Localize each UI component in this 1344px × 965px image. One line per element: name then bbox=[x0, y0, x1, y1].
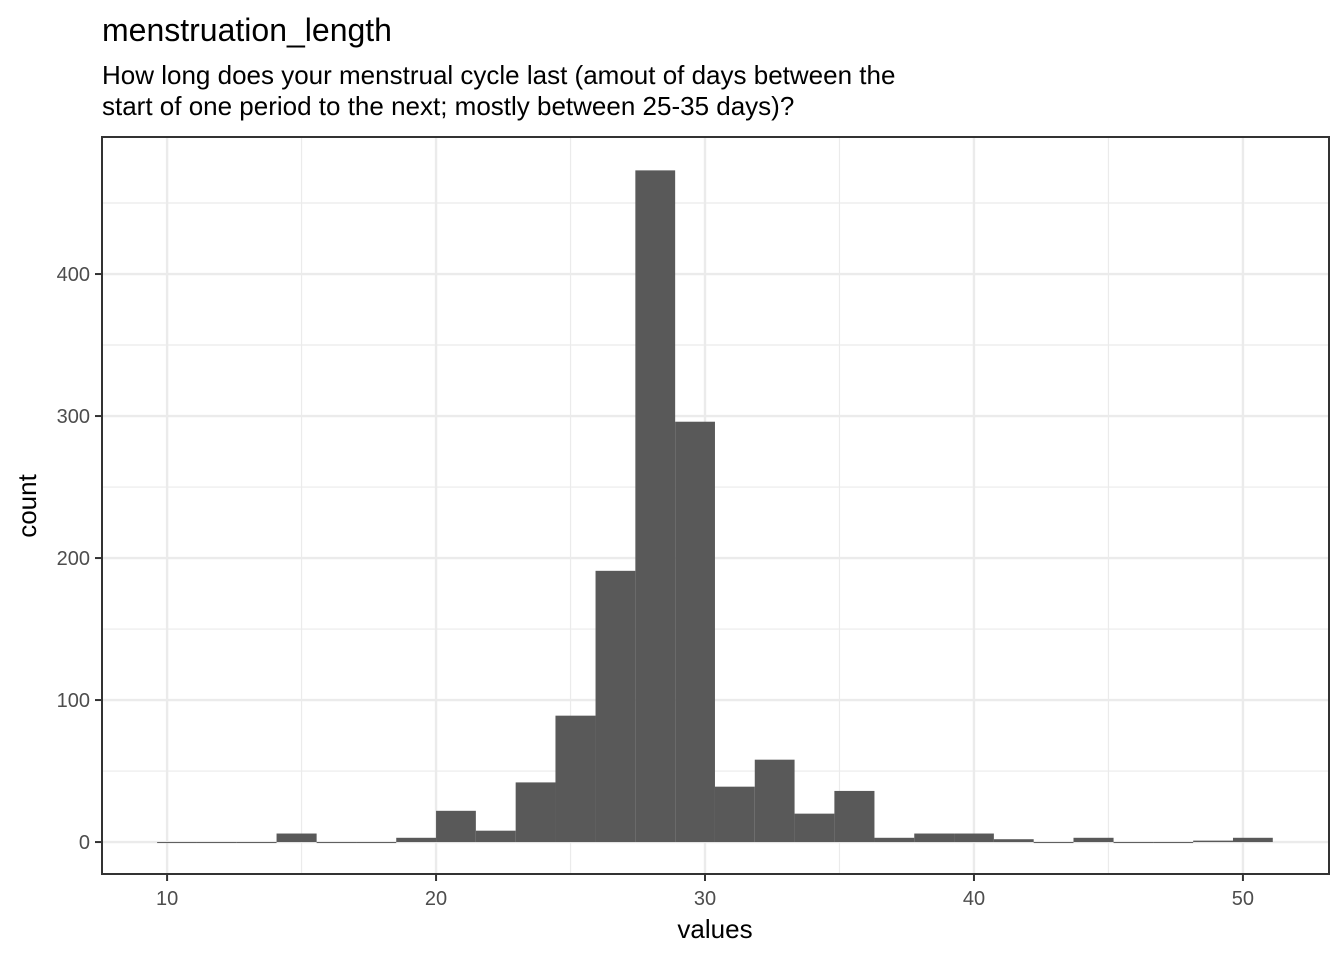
bar bbox=[1153, 842, 1194, 844]
x-tick-label: 20 bbox=[425, 888, 447, 910]
bar bbox=[396, 837, 437, 843]
x-tick-label: 50 bbox=[1232, 888, 1254, 910]
bar bbox=[196, 842, 237, 844]
y-tick-label: 300 bbox=[57, 406, 90, 428]
bar bbox=[874, 837, 915, 843]
bar bbox=[714, 786, 755, 843]
x-tick-label: 30 bbox=[694, 888, 716, 910]
bar bbox=[1073, 837, 1114, 843]
bar bbox=[635, 170, 676, 843]
bar bbox=[236, 842, 277, 844]
chart-title: menstruation_length bbox=[102, 12, 392, 48]
bar bbox=[595, 570, 636, 843]
y-tick-label: 0 bbox=[79, 832, 90, 854]
bar bbox=[157, 842, 197, 844]
panel-border bbox=[101, 136, 1330, 875]
bar bbox=[555, 715, 596, 843]
x-tick-label: 40 bbox=[963, 888, 985, 910]
bar bbox=[475, 830, 516, 843]
bar bbox=[276, 833, 317, 843]
chart-subtitle: start of one period to the next; mostly … bbox=[102, 91, 794, 121]
bar bbox=[914, 833, 955, 843]
bar bbox=[316, 842, 357, 844]
bar bbox=[834, 790, 875, 843]
x-axis-title: values bbox=[677, 914, 752, 944]
bar bbox=[754, 759, 795, 843]
bar bbox=[675, 421, 715, 843]
y-tick-label: 200 bbox=[57, 548, 90, 570]
y-tick-label: 400 bbox=[57, 264, 90, 286]
bar bbox=[954, 833, 994, 843]
bar bbox=[1193, 840, 1233, 843]
bar bbox=[993, 839, 1034, 843]
bar bbox=[436, 810, 476, 843]
bar bbox=[794, 813, 835, 843]
y-tick-label: 100 bbox=[57, 690, 90, 712]
bar bbox=[1113, 842, 1154, 844]
x-tick-label: 10 bbox=[156, 888, 178, 910]
bar bbox=[1033, 842, 1074, 844]
chart-subtitle: How long does your menstrual cycle last … bbox=[102, 60, 895, 90]
bar bbox=[515, 782, 556, 843]
bar bbox=[1232, 837, 1273, 843]
bar bbox=[356, 842, 397, 844]
y-axis-title: count bbox=[12, 473, 42, 537]
